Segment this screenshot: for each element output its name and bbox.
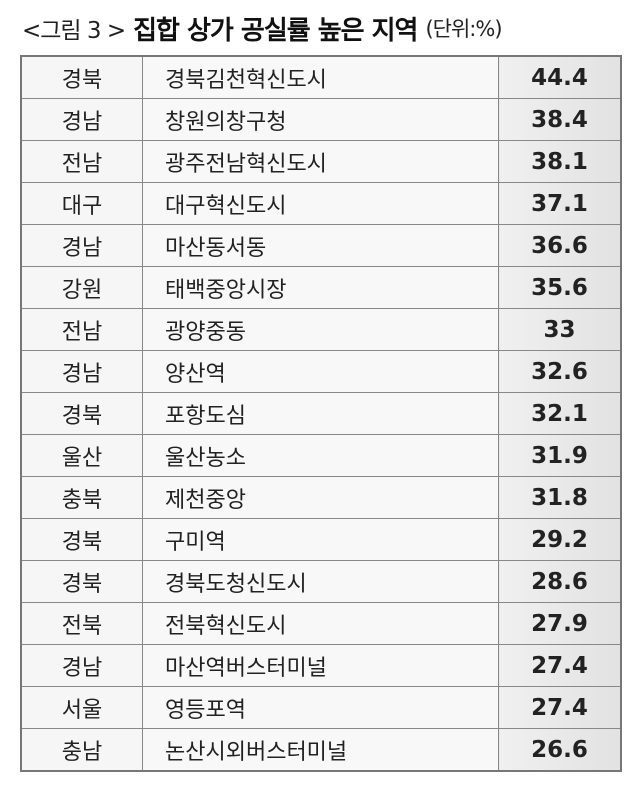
table-row: 경북 포항도심 32.1 xyxy=(20,392,622,435)
table-row: 충남 논산시외버스터미널 26.6 xyxy=(20,728,622,772)
vacancy-rate-cell: 27.9 xyxy=(498,602,622,645)
province-cell: 전남 xyxy=(20,308,143,351)
province-cell: 서울 xyxy=(20,686,143,729)
area-cell: 태백중앙시장 xyxy=(142,266,499,309)
table-row: 전북 전북혁신도시 27.9 xyxy=(20,602,622,645)
province-cell: 전북 xyxy=(20,602,143,645)
province-cell: 경북 xyxy=(20,560,143,603)
figure-title: <그림 3 > 집합 상가 공실률 높은 지역 (단위:%) xyxy=(22,6,503,50)
table-row: 충북 제천중앙 31.8 xyxy=(20,476,622,519)
vacancy-table: 경북 경북김천혁신도시 44.4 경남 창원의창구청 38.4 전남 광주전남혁신도시 38.1… xyxy=(20,55,622,772)
area-cell: 울산농소 xyxy=(142,434,499,477)
area-cell: 마산동서동 xyxy=(142,224,499,267)
vacancy-rate-cell: 27.4 xyxy=(498,686,622,729)
area-cell: 논산시외버스터미널 xyxy=(142,728,499,772)
table-row: 경남 마산동서동 36.6 xyxy=(20,224,622,267)
province-cell: 대구 xyxy=(20,182,143,225)
table-row: 경남 마산역버스터미널 27.4 xyxy=(20,644,622,687)
area-cell: 창원의창구청 xyxy=(142,98,499,141)
table-row: 전남 광양중동 33 xyxy=(20,308,622,351)
table-row: 울산 울산농소 31.9 xyxy=(20,434,622,477)
province-cell: 경남 xyxy=(20,224,143,267)
area-cell: 구미역 xyxy=(142,518,499,561)
province-cell: 전남 xyxy=(20,140,143,183)
province-cell: 충남 xyxy=(20,728,143,772)
vacancy-rate-cell: 37.1 xyxy=(498,182,622,225)
vacancy-rate-cell: 31.8 xyxy=(498,476,622,519)
table-row: 강원 태백중앙시장 35.6 xyxy=(20,266,622,309)
area-cell: 제천중앙 xyxy=(142,476,499,519)
province-cell: 울산 xyxy=(20,434,143,477)
table-row: 전남 광주전남혁신도시 38.1 xyxy=(20,140,622,183)
province-cell: 충북 xyxy=(20,476,143,519)
vacancy-rate-cell: 36.6 xyxy=(498,224,622,267)
vacancy-rate-cell: 28.6 xyxy=(498,560,622,603)
vacancy-rate-cell: 38.4 xyxy=(498,98,622,141)
vacancy-rate-cell: 32.6 xyxy=(498,350,622,393)
figure-number: <그림 3 > xyxy=(22,18,126,44)
area-cell: 광주전남혁신도시 xyxy=(142,140,499,183)
vacancy-rate-cell: 27.4 xyxy=(498,644,622,687)
vacancy-rate-cell: 26.6 xyxy=(498,728,622,772)
province-cell: 경북 xyxy=(20,518,143,561)
area-cell: 영등포역 xyxy=(142,686,499,729)
table-row: 경남 창원의창구청 38.4 xyxy=(20,98,622,141)
area-cell: 경북김천혁신도시 xyxy=(142,55,499,99)
area-cell: 경북도청신도시 xyxy=(142,560,499,603)
area-cell: 양산역 xyxy=(142,350,499,393)
vacancy-rate-cell: 35.6 xyxy=(498,266,622,309)
area-cell: 마산역버스터미널 xyxy=(142,644,499,687)
vacancy-rate-cell: 33 xyxy=(498,308,622,351)
table-row: 대구 대구혁신도시 37.1 xyxy=(20,182,622,225)
area-cell: 전북혁신도시 xyxy=(142,602,499,645)
vacancy-rate-cell: 38.1 xyxy=(498,140,622,183)
table-row: 경남 양산역 32.6 xyxy=(20,350,622,393)
area-cell: 광양중동 xyxy=(142,308,499,351)
table-row: 경북 구미역 29.2 xyxy=(20,518,622,561)
table-row: 경북 경북김천혁신도시 44.4 xyxy=(20,55,622,99)
area-cell: 대구혁신도시 xyxy=(142,182,499,225)
unit-label: (단위:%) xyxy=(425,17,502,41)
province-cell: 경남 xyxy=(20,98,143,141)
province-cell: 경북 xyxy=(20,55,143,99)
province-cell: 경남 xyxy=(20,644,143,687)
table-row: 서울 영등포역 27.4 xyxy=(20,686,622,729)
table-row: 경북 경북도청신도시 28.6 xyxy=(20,560,622,603)
vacancy-rate-cell: 31.9 xyxy=(498,434,622,477)
vacancy-rate-cell: 29.2 xyxy=(498,518,622,561)
figure-heading: 집합 상가 공실률 높은 지역 xyxy=(133,15,418,46)
area-cell: 포항도심 xyxy=(142,392,499,435)
vacancy-rate-cell: 32.1 xyxy=(498,392,622,435)
province-cell: 경북 xyxy=(20,392,143,435)
vacancy-rate-cell: 44.4 xyxy=(498,55,622,99)
province-cell: 경남 xyxy=(20,350,143,393)
province-cell: 강원 xyxy=(20,266,143,309)
